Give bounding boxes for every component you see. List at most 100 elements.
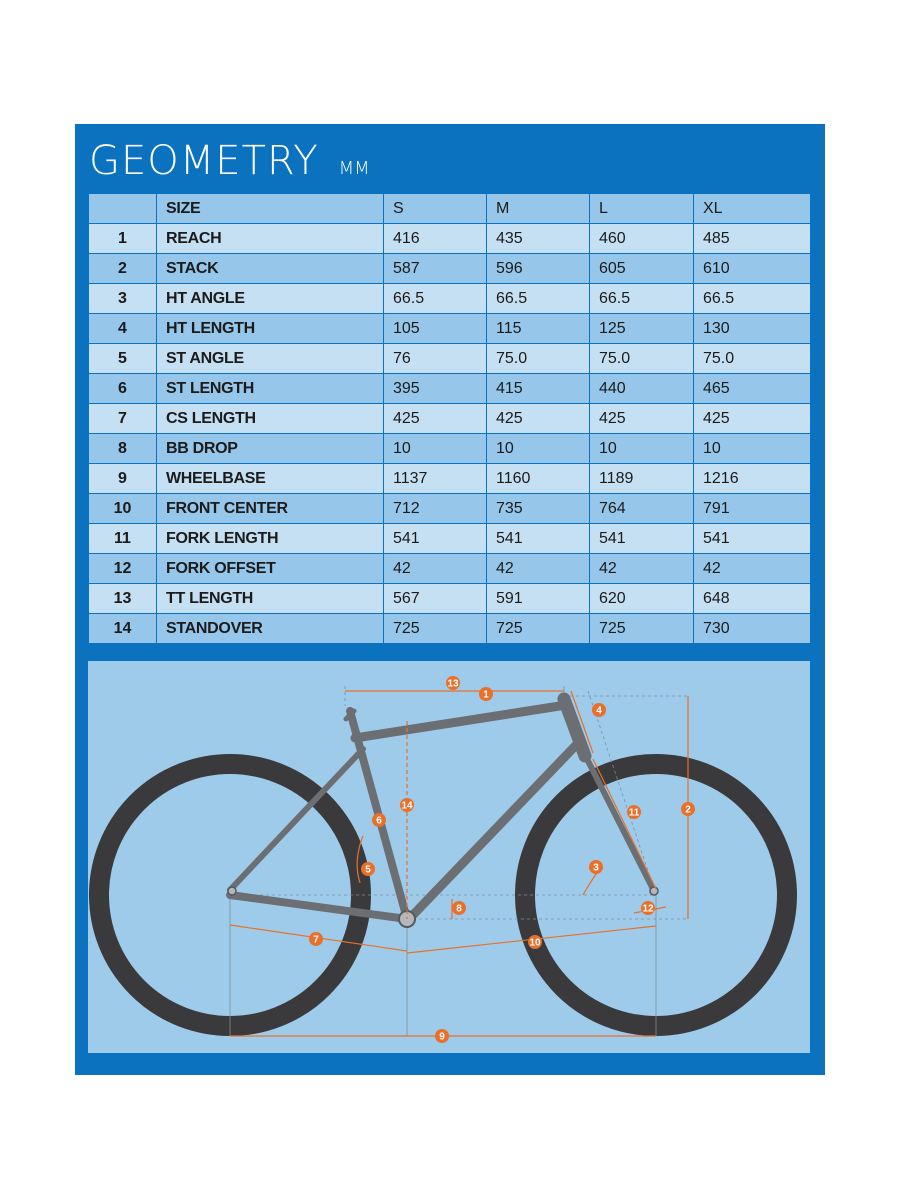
cell-s: 725 [383, 613, 487, 644]
badge-11: 11 [627, 805, 641, 819]
cell-m: 425 [486, 403, 590, 434]
header-cell-size: SIZE [156, 193, 384, 224]
cell-l: 605 [589, 253, 694, 284]
table-row: 1 REACH 416 435 460 485 [88, 223, 811, 254]
badge-label: 2 [685, 805, 691, 816]
badge-5: 5 [361, 862, 375, 876]
row-number: 12 [88, 553, 157, 584]
badge-12: 12 [641, 901, 655, 915]
row-parameter: REACH [156, 223, 384, 254]
cell-s: 66.5 [383, 283, 487, 314]
cell-s: 712 [383, 493, 487, 524]
cell-s: 416 [383, 223, 487, 254]
badge-label: 4 [596, 706, 602, 717]
cell-l: 1189 [589, 463, 694, 494]
bike-geometry-diagram: 13 1 4 2 14 6 11 5 3 8 12 7 10 9 [88, 661, 810, 1053]
table-row: 10 FRONT CENTER 712 735 764 791 [88, 493, 811, 524]
chain-stay [226, 891, 411, 923]
row-number: 14 [88, 613, 157, 644]
badge-13: 13 [446, 676, 460, 690]
badge-label: 13 [447, 679, 459, 690]
cell-m: 66.5 [486, 283, 590, 314]
cell-xl: 66.5 [693, 283, 811, 314]
row-parameter: FRONT CENTER [156, 493, 384, 524]
cell-xl: 425 [693, 403, 811, 434]
cell-xl: 648 [693, 583, 811, 614]
cell-s: 587 [383, 253, 487, 284]
header-cell-num [88, 193, 157, 224]
row-number: 1 [88, 223, 157, 254]
cell-l: 66.5 [589, 283, 694, 314]
row-number: 8 [88, 433, 157, 464]
cell-m: 75.0 [486, 343, 590, 374]
badge-label: 12 [642, 904, 654, 915]
cell-s: 76 [383, 343, 487, 374]
badge-10: 10 [528, 935, 542, 949]
table-row: 8 BB DROP 10 10 10 10 [88, 433, 811, 464]
cell-xl: 1216 [693, 463, 811, 494]
badge-6: 6 [372, 813, 386, 827]
cell-xl: 791 [693, 493, 811, 524]
cell-s: 42 [383, 553, 487, 584]
table-row: 14 STANDOVER 725 725 725 730 [88, 613, 811, 644]
cell-xl: 485 [693, 223, 811, 254]
seat-stay [227, 746, 366, 893]
rear-dropout [227, 886, 237, 896]
badge-label: 1 [483, 690, 489, 701]
cell-xl: 130 [693, 313, 811, 344]
cell-m: 541 [486, 523, 590, 554]
cell-xl: 465 [693, 373, 811, 404]
badge-label: 10 [529, 938, 541, 949]
top-tube [350, 700, 571, 743]
badge-3: 3 [589, 860, 603, 874]
row-number: 10 [88, 493, 157, 524]
row-parameter: BB DROP [156, 433, 384, 464]
cell-l: 541 [589, 523, 694, 554]
row-parameter: FORK LENGTH [156, 523, 384, 554]
cell-m: 435 [486, 223, 590, 254]
bike-diagram-svg: 13 1 4 2 14 6 11 5 3 8 12 7 10 9 [89, 676, 797, 1043]
cell-l: 125 [589, 313, 694, 344]
cell-l: 42 [589, 553, 694, 584]
row-parameter: STANDOVER [156, 613, 384, 644]
cell-s: 105 [383, 313, 487, 344]
cell-m: 10 [486, 433, 590, 464]
header-cell-s: S [383, 193, 487, 224]
row-number: 6 [88, 373, 157, 404]
badge-8: 8 [452, 901, 466, 915]
row-parameter: CS LENGTH [156, 403, 384, 434]
cell-m: 591 [486, 583, 590, 614]
badge-label: 6 [376, 816, 382, 827]
badge-1: 1 [479, 687, 493, 701]
cell-m: 115 [486, 313, 590, 344]
badge-label: 11 [629, 808, 640, 819]
badge-label: 7 [313, 935, 319, 946]
header-cell-l: L [589, 193, 694, 224]
badge-label: 5 [365, 865, 371, 876]
cell-l: 620 [589, 583, 694, 614]
cell-l: 460 [589, 223, 694, 254]
table-row: 12 FORK OFFSET 42 42 42 42 [88, 553, 811, 584]
row-parameter: ST ANGLE [156, 343, 384, 374]
cell-xl: 730 [693, 613, 811, 644]
header-cell-m: M [486, 193, 590, 224]
cell-s: 1137 [383, 463, 487, 494]
table-row: 2 STACK 587 596 605 610 [88, 253, 811, 284]
row-parameter: HT LENGTH [156, 313, 384, 344]
cell-m: 1160 [486, 463, 590, 494]
row-parameter: ST LENGTH [156, 373, 384, 404]
cell-l: 764 [589, 493, 694, 524]
row-parameter: TT LENGTH [156, 583, 384, 614]
badge-label: 14 [401, 801, 413, 812]
front-dropout [649, 886, 659, 896]
cell-m: 42 [486, 553, 590, 584]
badge-label: 9 [439, 1032, 445, 1043]
table-row: 4 HT LENGTH 105 115 125 130 [88, 313, 811, 344]
cell-xl: 42 [693, 553, 811, 584]
badge-label: 8 [456, 904, 462, 915]
cell-s: 425 [383, 403, 487, 434]
row-number: 4 [88, 313, 157, 344]
head-tube [557, 692, 592, 763]
table-row: 5 ST ANGLE 76 75.0 75.0 75.0 [88, 343, 811, 374]
cell-xl: 75.0 [693, 343, 811, 374]
